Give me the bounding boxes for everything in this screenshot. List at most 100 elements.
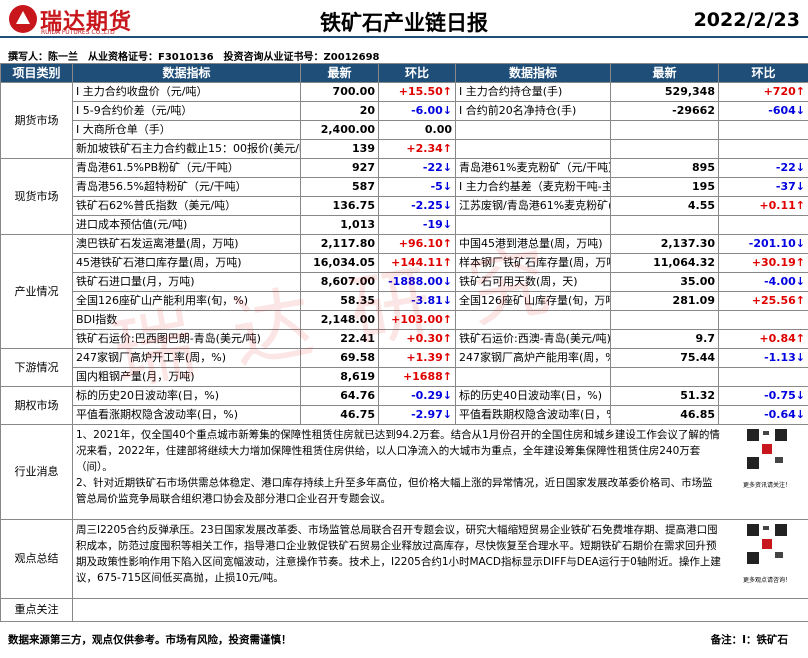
- table-row: 现货市场 青岛港61.5%PB粉矿（元/干吨） 927 -22↓ 青岛港61%麦克粉矿（…: [0, 158, 808, 235]
- empty-cell: [455, 310, 611, 330]
- category: 行业消息: [0, 424, 73, 520]
- change-value: -2.97↓: [378, 405, 456, 425]
- latest-value: 9.7: [610, 329, 719, 349]
- footer-note: 备注：I：铁矿石: [710, 634, 788, 646]
- indicator: 铁矿石运价:巴西图巴朗-青岛(美元/吨): [72, 329, 301, 349]
- latest-value: 2,400.00: [300, 120, 379, 140]
- latest-value: 8,619: [300, 367, 379, 387]
- change-value: +1688↑: [378, 367, 456, 387]
- change-value: -1888.00↓: [378, 272, 456, 292]
- table-row: 期货市场 I 主力合约收盘价（元/吨） 700.00 +15.50↑ I 主力合约持仓量…: [0, 82, 808, 159]
- table-row: 青岛港56.5%超特粉矿（元/干吨）587-5↓I 主力合约基差（麦克粉干吨-主…: [1, 177, 808, 197]
- latest-value: 587: [300, 177, 379, 197]
- category: 观点总结: [0, 519, 73, 599]
- table-row: 平值看涨期权隐含波动率(日，%) 46.75 -2.97↓ 平值看跌期权隐含波动率(日…: [1, 405, 808, 425]
- change-value: +2.34↑: [378, 139, 456, 159]
- latest-value: -29662: [610, 101, 719, 121]
- column-header: 数据指标: [72, 63, 301, 83]
- indicator: I 5-9合约价差（元/吨）: [72, 101, 301, 121]
- column-header: 项目类别: [0, 63, 73, 83]
- latest-value: 35.00: [610, 272, 719, 292]
- data-table: 项目类别 数据指标 最新 环比 数据指标 最新 环比 期货市场 I 主力合约收盘价（元/吨） 7…: [0, 63, 808, 622]
- indicator: 铁矿石进口量(月，万吨): [72, 272, 301, 292]
- report-title: 铁矿石产业链日报: [320, 11, 488, 35]
- change-value: -37↓: [718, 177, 808, 197]
- logo-name: 瑞达期货: [40, 10, 133, 35]
- empty-cell: [610, 215, 719, 235]
- empty-cell: [718, 310, 808, 330]
- change-value: -0.29↓: [378, 386, 456, 406]
- indicator: 247家钢厂高炉产能用率(周，%): [455, 348, 611, 368]
- empty-cell: [610, 367, 719, 387]
- category: 期权市场: [0, 386, 73, 425]
- indicator: 新加坡铁矿石主力合约截止15：00报价(美元/吨): [72, 139, 301, 159]
- change-value: +15.50↑: [378, 82, 456, 102]
- indicator: 平值看跌期权隐含波动率(日，%): [455, 405, 611, 425]
- text-body: 1、2021年，仅全国40个重点城市新筹集的保障性租赁住房就已达到94.2万套。…: [76, 427, 723, 507]
- disclaimer: 数据来源第三方，观点仅供参考。市场有风险，投资需谨慎！: [8, 634, 292, 646]
- latest-value: 8,607.00: [300, 272, 379, 292]
- indicator: 全国126座矿山产能利用率(旬，%): [72, 291, 301, 311]
- column-header: 环比: [718, 63, 808, 83]
- column-header: 环比: [378, 63, 456, 83]
- logo-icon: [9, 5, 37, 33]
- latest-value: 2,117.80: [300, 234, 379, 254]
- table-row: I 大商所仓单（手） 2,400.00 0.00: [1, 120, 808, 140]
- empty-cell: [455, 120, 611, 140]
- indicator: 平值看涨期权隐含波动率(日，%): [72, 405, 301, 425]
- indicator: 铁矿石运价:西澳-青岛(美元/吨): [455, 329, 611, 349]
- table-row: 产业情况 澳巴铁矿石发运离港量(周，万吨) 2,117.80 +96.10↑ 中国45港…: [0, 234, 808, 349]
- change-value: -0.75↓: [718, 386, 808, 406]
- change-value: +144.11↑: [378, 253, 456, 273]
- category: 现货市场: [0, 158, 73, 235]
- empty-cell: [455, 215, 611, 235]
- empty-cell: [718, 215, 808, 235]
- table-row: 铁矿石进口量(月，万吨) 8,607.00 -1888.00↓ 铁矿石可用天数(周，天…: [1, 272, 808, 292]
- column-header: 最新: [610, 63, 719, 83]
- latest-value: 69.58: [300, 348, 379, 368]
- latest-value: 20: [300, 101, 379, 121]
- change-value: -22↓: [718, 158, 808, 178]
- text-body: 周三I2205合约反弹承压。23日国家发展改革委、市场监管总局联合召开专题会议，…: [76, 522, 723, 589]
- indicator: I 主力合约基差（麦克粉干吨-主力合约）: [455, 177, 611, 197]
- report-date: 2022/2/23: [693, 9, 800, 31]
- logo-subtitle: RUIDA FUTURES CO.,LTD: [41, 29, 115, 36]
- change-value: -1.13↓: [718, 348, 808, 368]
- indicator: BDI指数: [72, 310, 301, 330]
- latest-value: 136.75: [300, 196, 379, 216]
- change-value: -0.64↓: [718, 405, 808, 425]
- latest-value: 16,034.05: [300, 253, 379, 273]
- change-value: -22↓: [378, 158, 456, 178]
- text-flex: 周三I2205合约反弹承压。23日国家发展改革委、市场监管总局联合召开专题会议，…: [76, 522, 805, 589]
- text-flex: 1、2021年，仅全国40个重点城市新筹集的保障性租赁住房就已达到94.2万套。…: [76, 427, 805, 507]
- table-row: 国内粗钢产量(月，万吨) 8,619 +1688↑: [1, 367, 808, 387]
- indicator: 全国126座矿山库存量(旬，万吨): [455, 291, 611, 311]
- change-value: -19↓: [378, 215, 456, 235]
- change-value: +96.10↑: [378, 234, 456, 254]
- change-value: +103.00↑: [378, 310, 456, 330]
- latest-value: 4.55: [610, 196, 719, 216]
- indicator: 青岛港61.5%PB粉矿（元/干吨）: [72, 158, 301, 178]
- latest-value: 700.00: [300, 82, 379, 102]
- change-value: -5↓: [378, 177, 456, 197]
- change-value: -6.00↓: [378, 101, 456, 121]
- qr-block: 更多观点请咨询！: [729, 522, 805, 589]
- qr-block: 更多资讯请关注！: [729, 427, 805, 507]
- text-cell: 周三I2205合约反弹承压。23日国家发展改革委、市场监管总局联合召开专题会议，…: [72, 519, 808, 599]
- empty-cell: [718, 139, 808, 159]
- latest-value: 11,064.32: [610, 253, 719, 273]
- latest-value: 2,137.30: [610, 234, 719, 254]
- empty-cell: [610, 310, 719, 330]
- category: 产业情况: [0, 234, 73, 349]
- indicator: 45港铁矿石港口库存量(周，万吨): [72, 253, 301, 273]
- change-value: +0.11↑: [718, 196, 808, 216]
- qr-code: [745, 427, 789, 471]
- latest-value: 529,348: [610, 82, 719, 102]
- indicator: 样本钢厂铁矿石库存量(周，万吨): [455, 253, 611, 273]
- latest-value: 64.76: [300, 386, 379, 406]
- latest-value: 139: [300, 139, 379, 159]
- table-row: 铁矿石62%普氏指数（美元/吨） 136.75 -2.25↓ 江苏废钢/青岛港61%麦…: [1, 196, 808, 216]
- indicator: 247家钢厂高炉开工率(周，%): [72, 348, 301, 368]
- empty-cell: [610, 139, 719, 159]
- latest-value: 58.35: [300, 291, 379, 311]
